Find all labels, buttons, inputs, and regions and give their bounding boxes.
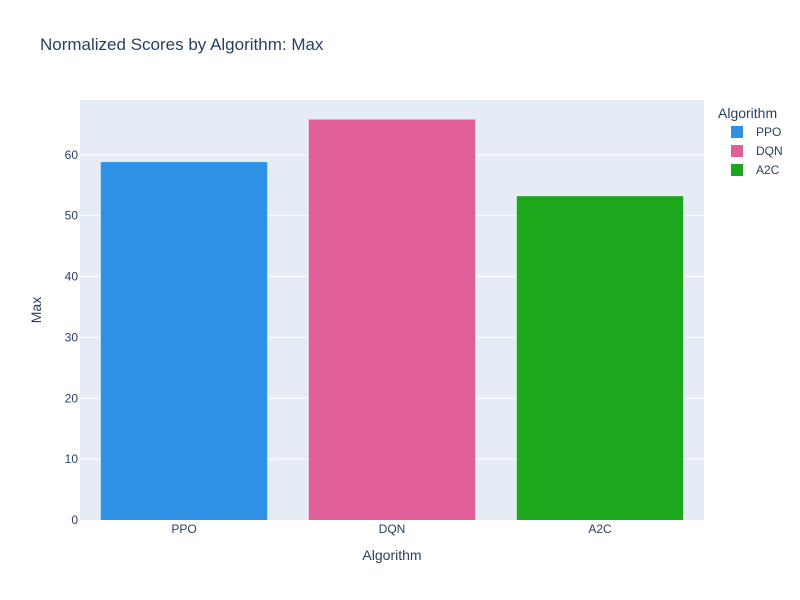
legend-item-ppo[interactable]: PPO bbox=[731, 125, 781, 139]
y-tick-label: 60 bbox=[65, 148, 79, 162]
y-tick-label: 0 bbox=[71, 513, 78, 527]
legend-swatch bbox=[731, 145, 743, 157]
x-tick-label: PPO bbox=[171, 522, 196, 536]
y-axis-ticks: 0 10 20 30 40 50 60 bbox=[65, 148, 79, 527]
bars bbox=[100, 119, 684, 520]
x-axis-title: Algorithm bbox=[362, 547, 421, 563]
x-tick-label: DQN bbox=[379, 522, 406, 536]
legend: Algorithm PPO DQN A2C bbox=[718, 105, 783, 177]
y-tick-label: 50 bbox=[65, 209, 79, 223]
y-tick-label: 10 bbox=[65, 452, 79, 466]
x-tick-label: A2C bbox=[588, 522, 612, 536]
legend-label: A2C bbox=[756, 163, 780, 177]
bar-ppo bbox=[100, 162, 268, 520]
y-tick-label: 20 bbox=[65, 391, 79, 405]
bar-a2c bbox=[516, 196, 684, 520]
y-tick-label: 40 bbox=[65, 270, 79, 284]
legend-item-dqn[interactable]: DQN bbox=[731, 144, 783, 158]
chart-title: Normalized Scores by Algorithm: Max bbox=[40, 35, 324, 54]
y-axis-title: Max bbox=[28, 297, 44, 323]
legend-swatch bbox=[731, 164, 743, 176]
legend-label: DQN bbox=[756, 144, 783, 158]
y-tick-label: 30 bbox=[65, 330, 79, 344]
legend-swatch bbox=[731, 126, 743, 138]
legend-label: PPO bbox=[756, 125, 781, 139]
legend-item-a2c[interactable]: A2C bbox=[731, 163, 780, 177]
legend-title: Algorithm bbox=[718, 105, 777, 121]
bar-dqn bbox=[308, 119, 476, 520]
x-axis-ticks: PPO DQN A2C bbox=[171, 522, 612, 536]
